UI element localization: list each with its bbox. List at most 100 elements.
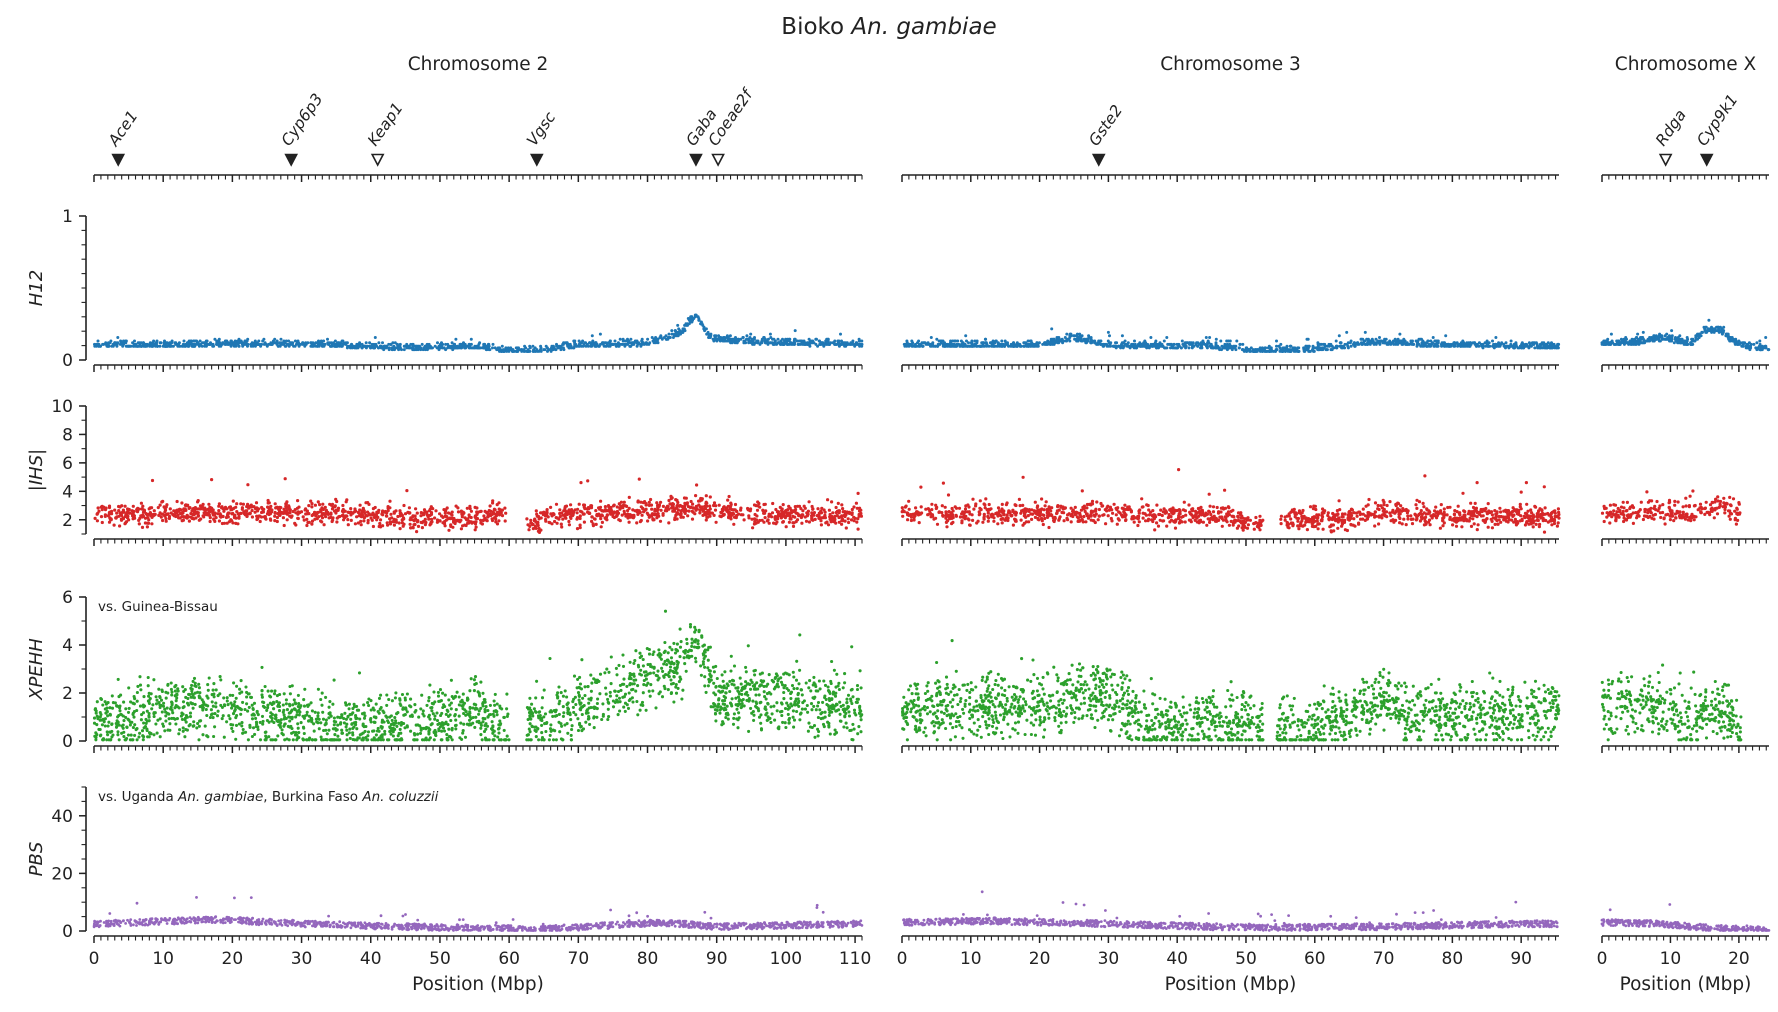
gene-label: Gste2 <box>1085 102 1126 150</box>
gene-label: Cyp6p3 <box>278 90 327 149</box>
data-point <box>374 342 378 346</box>
data-point <box>416 346 420 350</box>
data-point <box>1191 341 1195 345</box>
data-point <box>678 329 682 333</box>
data-point <box>1518 344 1522 348</box>
data-point <box>1509 339 1513 343</box>
data-point <box>509 346 513 350</box>
data-point <box>467 342 471 346</box>
data-point <box>290 342 294 346</box>
data-point <box>651 339 655 343</box>
data-point <box>279 337 283 341</box>
data-point <box>676 323 680 327</box>
data-point <box>1089 341 1093 345</box>
data-point <box>1392 342 1396 346</box>
data-point <box>363 344 367 348</box>
data-point <box>364 341 368 345</box>
data-point <box>319 339 323 343</box>
data-point <box>1043 341 1047 345</box>
data-point <box>1420 344 1424 348</box>
data-point <box>238 339 242 343</box>
data-point <box>793 329 797 333</box>
data-point <box>598 332 602 336</box>
data-point <box>504 346 508 350</box>
data-point <box>631 342 634 346</box>
data-point <box>569 503 573 507</box>
data-point <box>780 341 784 345</box>
y-tick-label: 4 <box>62 636 73 656</box>
data-point <box>787 520 792 524</box>
data-point <box>776 341 780 345</box>
data-point <box>640 339 644 343</box>
data-point <box>358 341 362 345</box>
data-point <box>661 504 666 508</box>
data-point <box>1520 341 1524 345</box>
data-point <box>795 339 799 343</box>
data-point <box>181 342 185 346</box>
data-point <box>966 344 969 348</box>
data-point <box>1767 348 1771 352</box>
panel-xpehh: 0 2 4 6 XPEHH vs. Guinea-Bissau <box>26 588 1769 753</box>
data-point <box>1641 330 1645 334</box>
chromosome-title: Chromosome 2 <box>408 54 549 75</box>
chromosome-titles: Chromosome 2 Chromosome 3 Chromosome X <box>408 54 1757 75</box>
x-tick-label: 80 <box>637 949 659 969</box>
data-point <box>573 344 577 348</box>
gene-marker <box>284 153 299 167</box>
data-point <box>459 527 463 531</box>
data-point <box>857 337 861 341</box>
data-point <box>1759 344 1762 348</box>
data-point <box>339 344 343 348</box>
data-point <box>202 341 206 345</box>
data-point <box>1228 339 1232 343</box>
data-point <box>708 495 712 499</box>
x-tick-label: 0 <box>897 949 908 969</box>
data-point <box>1755 341 1759 345</box>
data-point <box>132 342 136 346</box>
data-point <box>1361 342 1364 346</box>
x-tick-label: 110 <box>839 949 871 969</box>
data-point <box>208 519 212 524</box>
data-point <box>189 341 193 345</box>
data-point <box>469 337 473 341</box>
data-point <box>1724 332 1728 336</box>
data-point <box>393 346 397 350</box>
data-point <box>611 342 615 346</box>
data-point <box>124 339 128 343</box>
data-point <box>1072 334 1075 338</box>
data-point <box>159 341 163 345</box>
data-point <box>534 509 538 513</box>
data-point <box>1318 342 1322 346</box>
data-point <box>776 337 780 341</box>
data-point <box>207 342 211 346</box>
data-point <box>1233 346 1237 350</box>
data-point <box>514 346 518 350</box>
data-point <box>1228 342 1232 346</box>
data-point <box>224 341 228 345</box>
data-point <box>1388 341 1392 345</box>
data-point <box>344 341 348 345</box>
data-point <box>668 336 672 339</box>
data-point <box>321 502 325 506</box>
data-point <box>1469 342 1473 346</box>
data-point <box>355 342 359 346</box>
data-point <box>1363 330 1367 334</box>
data-point <box>809 339 813 343</box>
data-point <box>1154 339 1158 343</box>
data-point <box>1316 348 1320 352</box>
data-point <box>125 344 129 348</box>
data-point <box>1180 339 1184 343</box>
data-point <box>952 342 956 346</box>
data-point <box>1538 344 1542 348</box>
data-point <box>383 344 387 348</box>
data-point <box>584 344 588 348</box>
data-point <box>621 342 625 346</box>
x-tick-label: 0 <box>89 949 100 969</box>
data-point <box>1238 342 1242 346</box>
data-point <box>296 516 300 520</box>
data-point <box>1057 341 1061 345</box>
y-tick-label: 6 <box>62 454 73 474</box>
data-point <box>613 339 617 343</box>
data-point <box>1423 342 1427 346</box>
data-point <box>1447 342 1450 346</box>
